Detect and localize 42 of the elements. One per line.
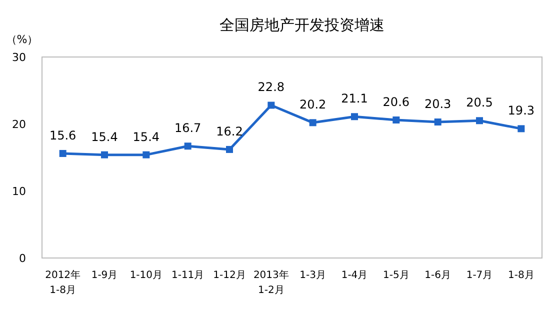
data-label: 21.1 (341, 92, 368, 106)
chart-title: 全国房地产开发投资增速 (220, 16, 384, 34)
y-tick-label: 0 (19, 252, 26, 265)
point (184, 142, 192, 150)
x-tick-label: 1-7月 (466, 270, 493, 281)
x-tick-label: 1-11月 (171, 270, 204, 281)
point (101, 151, 108, 158)
point (142, 151, 150, 158)
point (351, 113, 358, 120)
data-label: 15.6 (49, 128, 76, 142)
y-tick-label: 30 (12, 51, 26, 64)
data-label: 22.8 (258, 80, 285, 94)
point (518, 125, 525, 132)
data-label: 16.7 (174, 121, 202, 136)
point (226, 146, 233, 153)
x-tick-label: 1-9月 (91, 270, 118, 281)
x-tick-label: 1-12月 (213, 270, 246, 281)
data-label: 20.5 (466, 96, 493, 110)
x-tick-label: 1-10月 (130, 270, 163, 281)
x-tick-label: 1-8月 (508, 270, 534, 281)
point (309, 119, 316, 126)
data-label: 19.3 (508, 104, 535, 118)
data-label: 15.4 (91, 130, 118, 144)
data-label: 20.6 (382, 94, 410, 109)
x-tick-label: 1-4月 (341, 270, 368, 281)
data-label: 20.3 (424, 96, 452, 111)
point (434, 118, 442, 126)
point (268, 102, 275, 109)
data-label: 16.2 (216, 124, 243, 138)
y-tick-label: 20 (12, 118, 26, 131)
x-tick-label: 1-3月 (300, 270, 326, 281)
point (59, 150, 66, 157)
point (476, 117, 483, 124)
point (392, 116, 400, 124)
x-tick-label: 1-5月 (382, 270, 410, 281)
data-label: 15.4 (132, 130, 160, 144)
data-label: 20.2 (299, 98, 326, 112)
y-axis-title: （%） (6, 33, 38, 46)
x-tick-label: 2012年 1-8月 (45, 269, 81, 296)
y-tick-label: 10 (12, 185, 26, 198)
x-tick-label: 1-6月 (424, 270, 452, 281)
x-tick-label: 2013年 1-2月 (253, 269, 289, 296)
